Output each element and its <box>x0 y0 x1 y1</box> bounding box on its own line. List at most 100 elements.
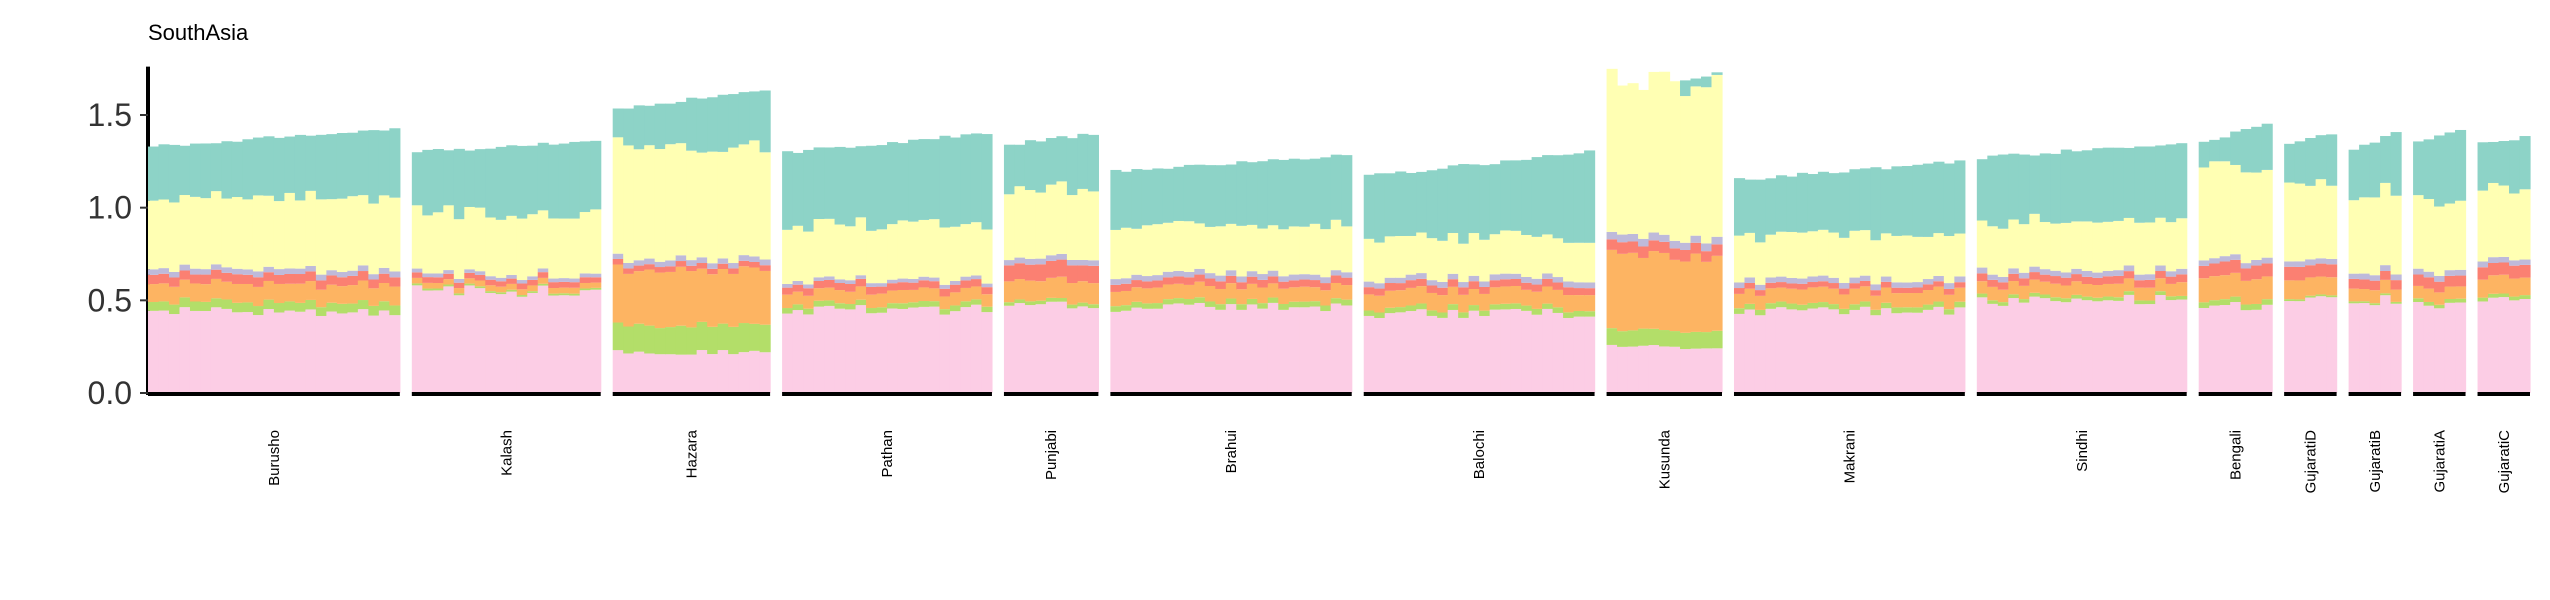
bar-segment-red <box>876 286 888 294</box>
bar-segment-orange <box>1531 291 1543 309</box>
bar-segment-red <box>1606 239 1618 250</box>
bar-segment-orange <box>336 286 348 304</box>
bar-segment-yellow <box>1246 224 1258 272</box>
bar-segment-orange <box>1510 285 1522 304</box>
bar-segment-pink <box>1912 312 1924 393</box>
bar-segment-yellow <box>686 150 698 261</box>
bar-segment-yellow <box>759 152 771 260</box>
bar-segment-purple <box>1859 275 1871 281</box>
bar-segment-purple <box>1152 275 1164 281</box>
bar-segment-yellow <box>158 199 170 269</box>
bar-segment-yellow <box>548 218 560 279</box>
bar-segment-green <box>485 291 497 293</box>
bar-segment-green <box>1648 328 1660 346</box>
group-Sindhi <box>1976 143 2188 393</box>
bar-segment-orange <box>2039 281 2051 295</box>
bar-segment-teal <box>1395 171 1407 236</box>
bar-segment-purple <box>1775 276 1788 283</box>
bar-segment-orange <box>1131 287 1143 302</box>
bar-segment-red <box>759 265 771 271</box>
bar-segment-purple <box>294 268 306 275</box>
bar-segment-green <box>929 301 941 307</box>
bar-segment-yellow <box>1489 234 1501 275</box>
bar-segment-pink <box>378 310 390 393</box>
bar-segment-yellow <box>1120 227 1132 279</box>
bar-segment-red <box>2423 277 2435 289</box>
bar-segment-orange <box>2230 272 2242 297</box>
bar-segment-purple <box>464 269 476 273</box>
bar-segment-yellow <box>2284 182 2296 262</box>
bar-segment-purple <box>1257 274 1269 280</box>
bar-segment-teal <box>2113 147 2125 221</box>
bar-segment-red <box>2455 275 2467 287</box>
bar-segment-orange <box>1638 257 1650 329</box>
bar-segment-red <box>2092 277 2104 286</box>
bar-segment-pink <box>1901 312 1913 393</box>
bar-segment-green <box>2209 300 2221 306</box>
bar-segment-purple <box>686 260 698 266</box>
bar-segment-orange <box>1954 287 1966 302</box>
bar-segment-red <box>1045 260 1058 278</box>
group-label: Balochi <box>1471 430 1488 479</box>
bar-segment-purple <box>918 276 930 281</box>
bar-segment-purple <box>866 283 878 287</box>
bar-segment-orange <box>1817 286 1830 303</box>
bar-segment-yellow <box>1659 71 1671 235</box>
bar-segment-pink <box>485 292 497 393</box>
bar-segment-red <box>2305 265 2317 278</box>
bar-segment-teal <box>1489 164 1501 235</box>
bar-segment-orange <box>453 288 465 294</box>
bar-segment-pink <box>887 308 899 393</box>
bar-segment-teal <box>2261 123 2273 170</box>
group-label: GujaratiA <box>2431 430 2448 493</box>
bar-segment-green <box>1246 298 1258 305</box>
bar-segment-green <box>1215 304 1227 310</box>
bar-segment-yellow <box>506 215 518 275</box>
bar-segment-pink <box>2488 297 2500 393</box>
bar-segment-teal <box>2240 129 2252 173</box>
bar-segment-green <box>665 327 677 355</box>
bar-segment-red <box>2444 275 2456 287</box>
bar-segment-orange <box>1468 289 1480 306</box>
bar-segment-purple <box>2029 266 2041 273</box>
bar-segment-orange <box>834 290 846 304</box>
bar-segment-pink <box>548 295 560 393</box>
bar-segment-pink <box>347 312 359 393</box>
bar-segment-teal <box>1786 176 1798 232</box>
bar-segment-yellow <box>1045 184 1058 256</box>
bar-segment-green <box>569 293 581 296</box>
bar-segment-purple <box>1912 282 1924 288</box>
bar-segment-red <box>749 261 761 268</box>
bar-segment-green <box>2369 303 2381 306</box>
bar-segment-orange <box>1416 286 1428 304</box>
bar-segment-orange <box>432 283 444 289</box>
bar-segment-red <box>887 283 899 291</box>
bar-segment-yellow <box>558 218 570 279</box>
bar-segment-purple <box>1468 275 1480 282</box>
bar-segment-yellow <box>1912 236 1924 283</box>
bar-segment-green <box>368 305 380 316</box>
bar-segment-pink <box>2029 296 2041 393</box>
bar-segment-pink <box>1880 308 1892 393</box>
bar-segment-purple <box>1690 235 1702 243</box>
bar-segment-pink <box>1077 306 1089 393</box>
bar-segment-pink <box>2519 299 2531 393</box>
bar-segment-red <box>464 272 476 279</box>
bar-segment-teal <box>179 145 191 196</box>
bar-segment-red <box>432 277 444 284</box>
bar-segment-pink <box>1648 345 1660 393</box>
bar-segment-yellow <box>612 137 624 254</box>
bar-segment-green <box>813 300 825 307</box>
bar-segment-purple <box>579 273 591 278</box>
bar-segment-yellow <box>336 198 348 273</box>
bar-segment-orange <box>1933 286 1945 302</box>
bar-segment-orange <box>749 267 761 324</box>
bar-segment-yellow <box>2390 195 2402 275</box>
bar-segment-red <box>1257 279 1269 288</box>
bar-segment-red <box>623 268 635 274</box>
bar-segment-purple <box>2134 274 2146 281</box>
bar-segment-teal <box>981 134 993 230</box>
bar-segment-orange <box>1384 290 1396 308</box>
bar-segment-green <box>1152 303 1164 309</box>
bar-segment-pink <box>569 295 581 393</box>
